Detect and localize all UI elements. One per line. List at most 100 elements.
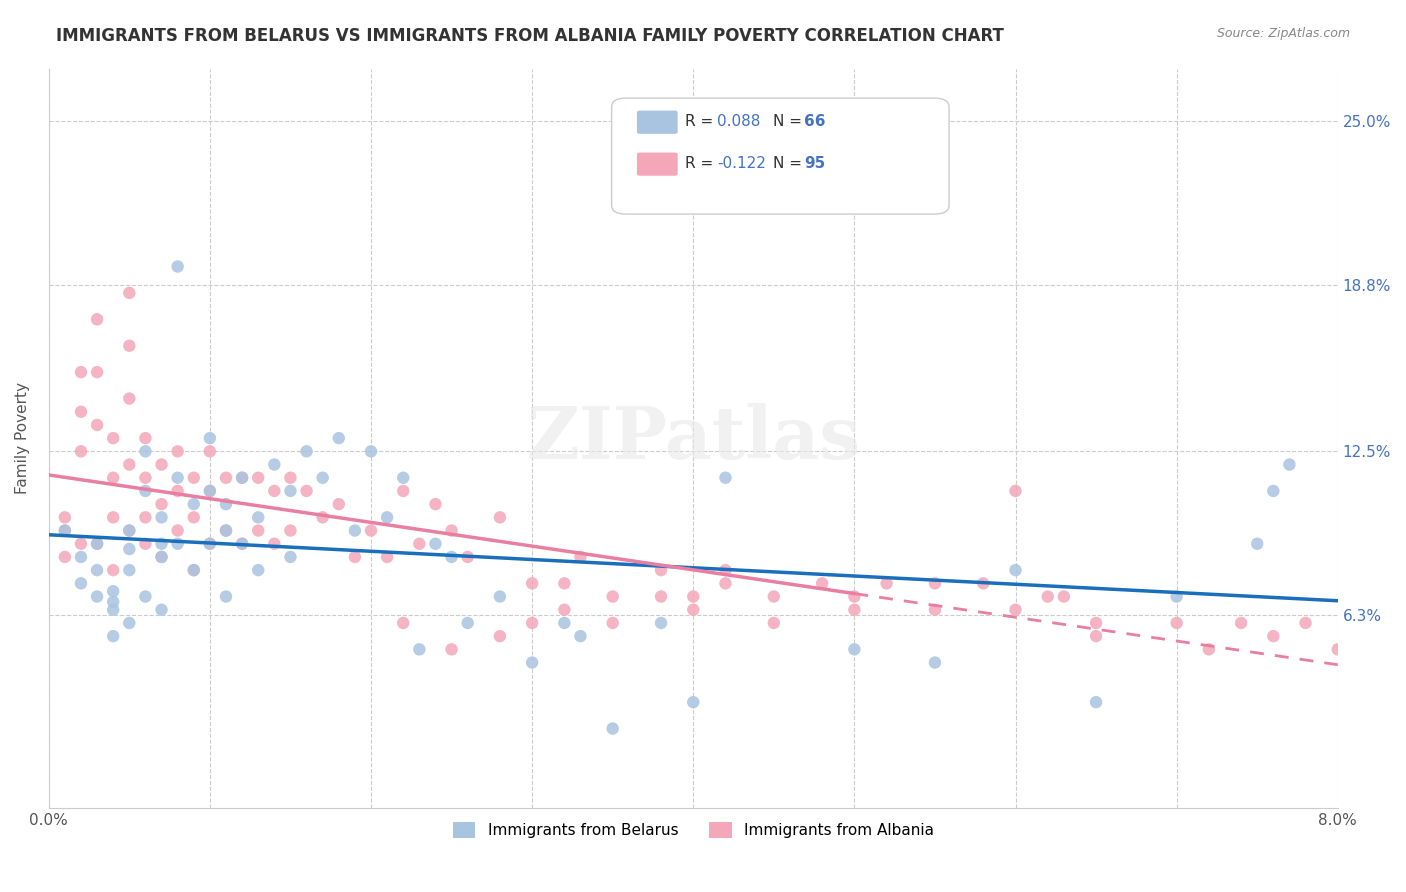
- Point: [1263, 629, 1285, 643]
- Point: [247, 524, 270, 538]
- Point: [328, 497, 350, 511]
- Point: [263, 483, 285, 498]
- Point: [103, 603, 125, 617]
- Point: [408, 537, 430, 551]
- Point: [360, 524, 382, 538]
- Point: [134, 431, 156, 445]
- Point: [86, 537, 108, 551]
- Point: [489, 629, 512, 643]
- Point: [183, 471, 205, 485]
- Point: [118, 458, 141, 472]
- Point: [166, 537, 188, 551]
- Y-axis label: Family Poverty: Family Poverty: [15, 382, 30, 494]
- Point: [876, 576, 898, 591]
- Point: [553, 615, 575, 630]
- Point: [103, 471, 125, 485]
- Point: [1085, 629, 1108, 643]
- Point: [53, 510, 76, 524]
- Point: [280, 549, 302, 564]
- Point: [280, 524, 302, 538]
- Point: [231, 471, 253, 485]
- Point: [440, 524, 463, 538]
- Point: [553, 603, 575, 617]
- Point: [602, 590, 624, 604]
- Point: [1263, 483, 1285, 498]
- Point: [844, 603, 866, 617]
- Point: [489, 510, 512, 524]
- Text: N =: N =: [773, 156, 807, 170]
- Point: [86, 365, 108, 379]
- Point: [198, 483, 221, 498]
- Point: [150, 510, 173, 524]
- Point: [70, 537, 93, 551]
- Point: [924, 603, 946, 617]
- Point: [103, 431, 125, 445]
- Point: [295, 483, 318, 498]
- Point: [1246, 537, 1268, 551]
- Point: [118, 339, 141, 353]
- Point: [53, 549, 76, 564]
- Point: [215, 524, 238, 538]
- Point: [150, 458, 173, 472]
- Point: [103, 563, 125, 577]
- Point: [714, 471, 737, 485]
- Point: [311, 471, 333, 485]
- Point: [1004, 563, 1026, 577]
- Point: [924, 656, 946, 670]
- Point: [375, 510, 398, 524]
- Point: [134, 444, 156, 458]
- Point: [811, 576, 834, 591]
- Point: [295, 444, 318, 458]
- Point: [280, 483, 302, 498]
- Text: Source: ZipAtlas.com: Source: ZipAtlas.com: [1216, 27, 1350, 40]
- Point: [118, 541, 141, 556]
- Point: [70, 549, 93, 564]
- Point: [86, 590, 108, 604]
- Point: [198, 537, 221, 551]
- Point: [553, 576, 575, 591]
- Point: [86, 417, 108, 432]
- Point: [602, 615, 624, 630]
- Point: [972, 576, 994, 591]
- Point: [231, 537, 253, 551]
- Point: [247, 510, 270, 524]
- Point: [440, 642, 463, 657]
- Point: [762, 615, 785, 630]
- Point: [1230, 615, 1253, 630]
- Point: [86, 563, 108, 577]
- Point: [650, 563, 672, 577]
- Point: [392, 615, 415, 630]
- Point: [215, 497, 238, 511]
- Point: [569, 629, 592, 643]
- Text: 95: 95: [804, 156, 825, 170]
- Point: [70, 576, 93, 591]
- Point: [247, 563, 270, 577]
- Point: [1053, 590, 1076, 604]
- Point: [231, 537, 253, 551]
- Point: [714, 563, 737, 577]
- Point: [1166, 590, 1188, 604]
- Point: [134, 483, 156, 498]
- Point: [118, 615, 141, 630]
- Point: [844, 642, 866, 657]
- Point: [215, 590, 238, 604]
- Point: [520, 576, 543, 591]
- Point: [1004, 483, 1026, 498]
- Point: [762, 590, 785, 604]
- Point: [682, 590, 704, 604]
- Point: [215, 524, 238, 538]
- Point: [53, 524, 76, 538]
- Point: [198, 483, 221, 498]
- Point: [150, 537, 173, 551]
- Point: [118, 524, 141, 538]
- Point: [150, 497, 173, 511]
- Point: [103, 510, 125, 524]
- Point: [457, 549, 479, 564]
- Point: [70, 365, 93, 379]
- Point: [198, 537, 221, 551]
- Legend: Immigrants from Belarus, Immigrants from Albania: Immigrants from Belarus, Immigrants from…: [447, 816, 941, 845]
- Point: [343, 524, 366, 538]
- Point: [1278, 458, 1301, 472]
- Point: [198, 431, 221, 445]
- Point: [1036, 590, 1059, 604]
